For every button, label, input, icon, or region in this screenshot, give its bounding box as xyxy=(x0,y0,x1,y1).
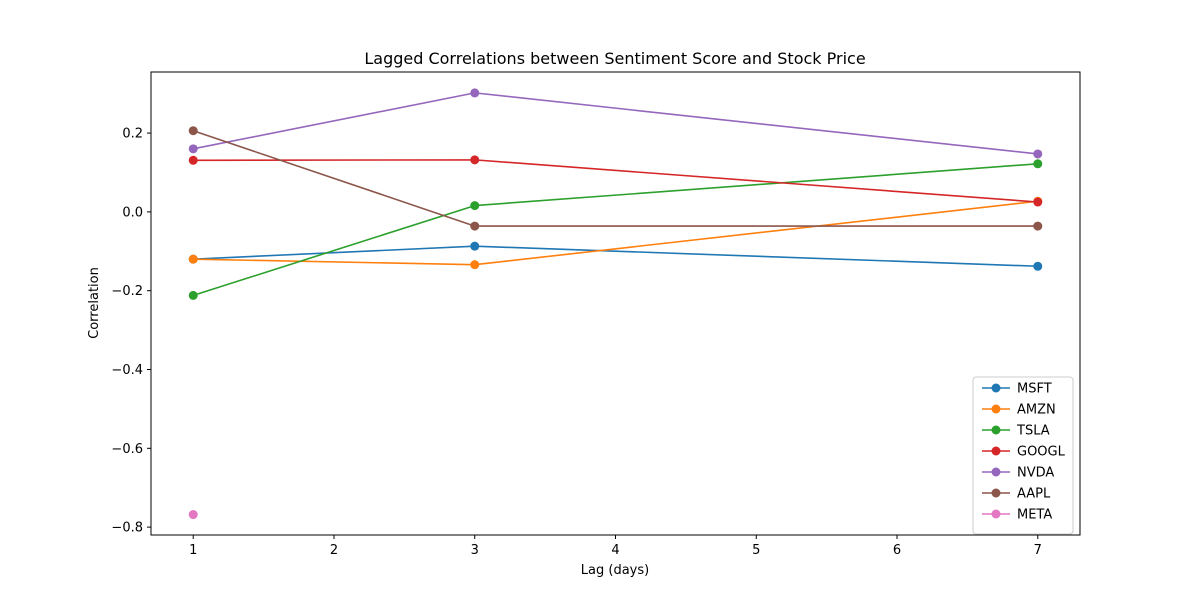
data-point-tsla xyxy=(470,201,480,211)
x-tick-label: 6 xyxy=(893,543,901,558)
data-point-nvda xyxy=(1033,149,1043,159)
y-tick-label: −0.2 xyxy=(111,284,143,299)
legend-marker-googl xyxy=(991,446,1001,456)
data-point-tsla xyxy=(1033,159,1043,169)
legend-label-nvda: NVDA xyxy=(1017,466,1054,481)
x-tick-label: 5 xyxy=(752,543,760,558)
legend-marker-aapl xyxy=(991,488,1001,498)
legend-label-tsla: TSLA xyxy=(1016,424,1050,439)
data-point-meta xyxy=(188,510,198,520)
series-line-nvda xyxy=(193,92,1038,155)
data-point-tsla xyxy=(188,290,198,300)
legend-marker-nvda xyxy=(991,467,1001,477)
x-tick-label: 1 xyxy=(189,543,197,558)
plot-frame xyxy=(150,71,1081,536)
data-point-googl xyxy=(188,155,198,165)
data-point-googl xyxy=(1033,197,1043,207)
chart-title: Lagged Correlations between Sentiment Sc… xyxy=(364,49,865,68)
x-tick-label: 7 xyxy=(1034,543,1042,558)
x-tick-label: 3 xyxy=(471,543,479,558)
y-tick-label: −0.6 xyxy=(111,442,143,457)
y-tick-label: 0.2 xyxy=(122,127,143,142)
data-point-nvda xyxy=(470,88,480,98)
legend: MSFT AMZN TSLA GOOGL NVDA AAPL META xyxy=(972,376,1074,535)
data-point-msft xyxy=(1033,261,1043,271)
data-point-msft xyxy=(470,241,480,251)
legend-marker-msft xyxy=(991,383,1001,393)
data-point-aapl xyxy=(1033,221,1043,231)
data-point-aapl xyxy=(188,126,198,136)
data-point-aapl xyxy=(470,221,480,231)
y-tick-label: 0.0 xyxy=(122,205,143,220)
x-axis-label: Lag (days) xyxy=(581,563,649,578)
data-point-googl xyxy=(470,155,480,165)
legend-marker-amzn xyxy=(991,404,1001,414)
series-line-aapl xyxy=(192,129,1038,227)
series-line-tsla xyxy=(192,163,1038,297)
y-tick-label: −0.8 xyxy=(111,521,143,536)
x-tick-label: 2 xyxy=(330,543,338,558)
legend-label-amzn: AMZN xyxy=(1017,403,1056,418)
data-point-nvda xyxy=(188,144,198,154)
legend-label-msft: MSFT xyxy=(1017,382,1052,397)
legend-label-googl: GOOGL xyxy=(1017,445,1066,460)
legend-label-aapl: AAPL xyxy=(1017,487,1051,502)
y-tick-label: −0.4 xyxy=(111,363,143,378)
y-axis-label: Correlation xyxy=(87,267,102,339)
legend-marker-meta xyxy=(991,509,1001,519)
plot-area: 1 2 3 4 5 6 7 −0.8 −0.6 −0.4 −0.2 0.0 0.2 xyxy=(111,71,1081,558)
legend-label-meta: META xyxy=(1017,508,1052,523)
x-tick-label: 4 xyxy=(611,543,619,558)
data-point-amzn xyxy=(188,254,198,264)
legend-marker-tsla xyxy=(991,425,1001,435)
data-point-amzn xyxy=(470,260,480,270)
